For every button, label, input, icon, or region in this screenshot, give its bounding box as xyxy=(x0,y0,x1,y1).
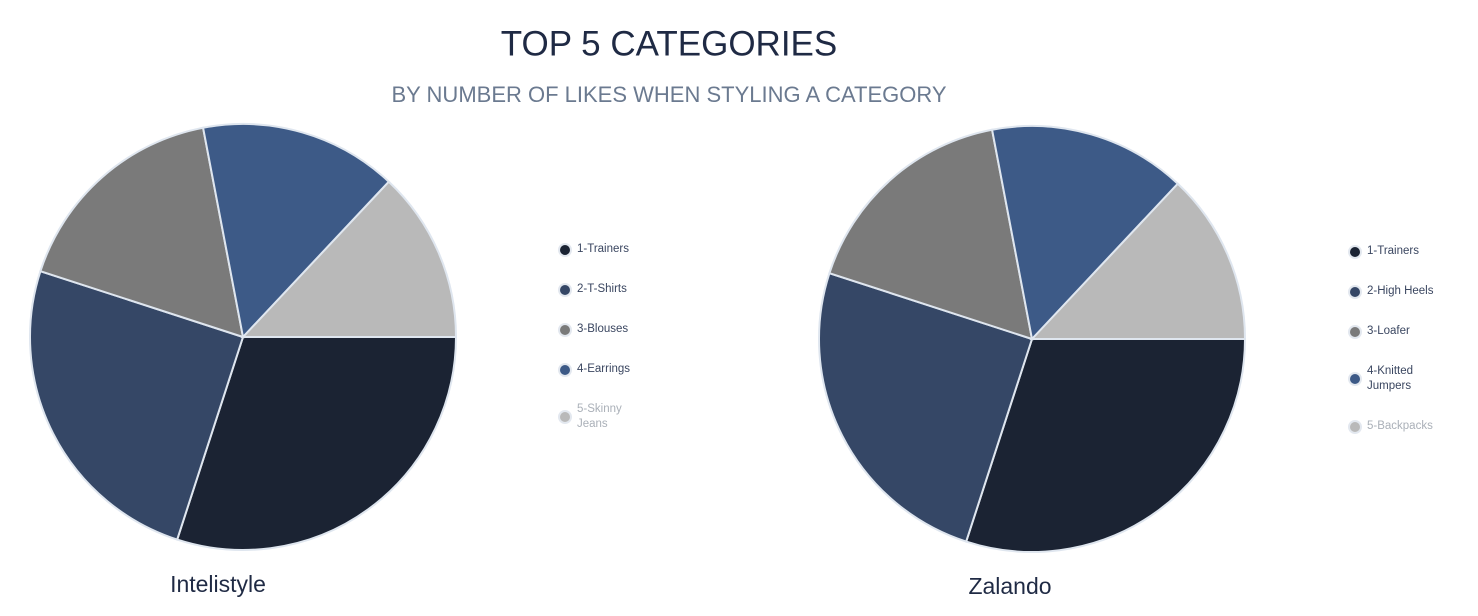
legend-item: 1-Trainers xyxy=(1350,244,1439,259)
legend-label: 1-Trainers xyxy=(577,243,629,255)
pie-label: Zalando xyxy=(968,573,1051,599)
legend-label: 1-Trainers xyxy=(1367,245,1419,257)
pie-slice xyxy=(1029,182,1247,340)
legend: 1-Trainers 2-High Heels 3-Loafer 4-Knitted … xyxy=(1350,244,1439,434)
legend-item: 5-Skinny Jeans xyxy=(560,402,635,432)
legend-dot xyxy=(560,284,570,295)
legend-dot xyxy=(560,412,570,422)
page-title: TOP 5 CATEGORIES xyxy=(501,24,837,63)
legend-label: 4-Earrings xyxy=(577,363,631,375)
pie-slice xyxy=(175,336,458,551)
legend: 1-Trainers 2-T-Shirts 3-Blouses 4-Earrings 5… xyxy=(560,242,635,432)
legend-label: 5-Backpacks xyxy=(1367,420,1433,432)
legend-dot xyxy=(1350,286,1360,297)
pie-slice xyxy=(990,125,1180,342)
legend-item: 3-Loafer xyxy=(1350,324,1439,339)
legend-dot xyxy=(560,324,570,335)
legend-item: 4-Knitted Jumpers xyxy=(1350,364,1439,394)
legend-dot xyxy=(560,364,570,375)
pie-slice xyxy=(39,126,245,339)
legend-label: 4-Knitted Jumpers xyxy=(1367,365,1414,392)
legend-label: 2-T-Shirts xyxy=(577,283,627,295)
pie-slice xyxy=(964,338,1247,553)
legend-dot xyxy=(1350,421,1360,432)
legend-item: 1-Trainers xyxy=(560,242,635,257)
pie-label: Intelistyle xyxy=(170,571,266,597)
legend-item: 3-Blouses xyxy=(560,322,635,337)
legend-label: 5-Skinny Jeans xyxy=(577,403,622,430)
legend-label: 3-Blouses xyxy=(577,323,629,335)
legend-label: 3-Loafer xyxy=(1367,325,1410,337)
legend-label: 2-High Heels xyxy=(1367,285,1434,297)
pie-slice xyxy=(29,269,245,541)
legend-dot xyxy=(560,244,570,255)
legend-item: 2-High Heels xyxy=(1350,284,1439,299)
legend-item: 5-Backpacks xyxy=(1350,419,1439,434)
pie-slice xyxy=(240,180,458,338)
legend-item: 2-T-Shirts xyxy=(560,282,635,297)
pie-slice xyxy=(828,128,1034,341)
pie-slice xyxy=(818,271,1034,543)
legend-dot xyxy=(1350,326,1360,337)
pie-slice xyxy=(201,123,391,340)
legend-dot xyxy=(1350,374,1360,384)
page-subtitle: BY NUMBER OF LIKES WHEN STYLING A CATEGO… xyxy=(391,82,946,107)
legend-item: 4-Earrings xyxy=(560,362,635,377)
legend-dot xyxy=(1350,246,1360,257)
